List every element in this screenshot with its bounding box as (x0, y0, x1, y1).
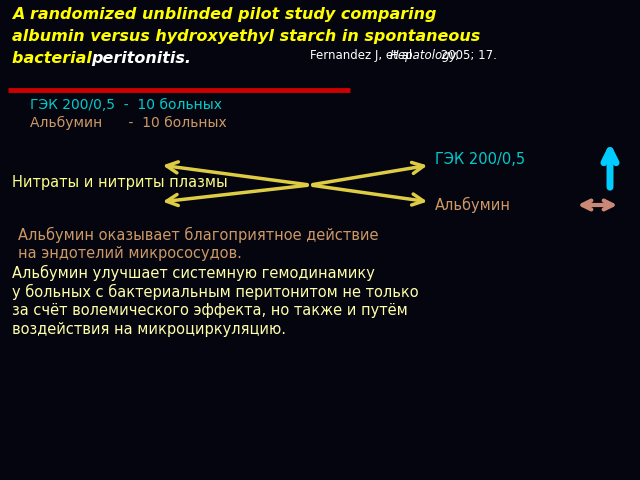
Text: у больных с бактериальным перитонитом не только: у больных с бактериальным перитонитом не… (12, 284, 419, 300)
Text: Альбумин: Альбумин (435, 197, 511, 213)
Text: на эндотелий микрососудов.: на эндотелий микрососудов. (18, 246, 242, 261)
Text: peritonitis.: peritonitis. (91, 51, 191, 66)
Text: bacterial: bacterial (12, 51, 97, 66)
Text: Hepatology,: Hepatology, (390, 49, 461, 62)
Text: ГЭК 200/0,5: ГЭК 200/0,5 (435, 153, 525, 168)
Text: ГЭК 200/0,5  -  10 больных: ГЭК 200/0,5 - 10 больных (30, 98, 222, 112)
Text: Fernandez J, et al.: Fernandez J, et al. (310, 49, 420, 62)
Text: albumin versus hydroxyethyl starch in spontaneous: albumin versus hydroxyethyl starch in sp… (12, 29, 480, 44)
Text: Альбумин улучшает системную гемодинамику: Альбумин улучшает системную гемодинамику (12, 265, 375, 281)
Text: A randomized unblinded pilot study comparing: A randomized unblinded pilot study compa… (12, 7, 436, 22)
Text: Нитраты и нитриты плазмы: Нитраты и нитриты плазмы (12, 175, 228, 190)
Text: Альбумин      -  10 больных: Альбумин - 10 больных (30, 116, 227, 130)
Text: Альбумин оказывает благоприятное действие: Альбумин оказывает благоприятное действи… (18, 227, 378, 243)
Text: воздействия на микроциркуляцию.: воздействия на микроциркуляцию. (12, 322, 286, 337)
Text: 2005; 17.: 2005; 17. (437, 49, 497, 62)
Text: за счёт волемического эффекта, но также и путём: за счёт волемического эффекта, но также … (12, 303, 408, 318)
